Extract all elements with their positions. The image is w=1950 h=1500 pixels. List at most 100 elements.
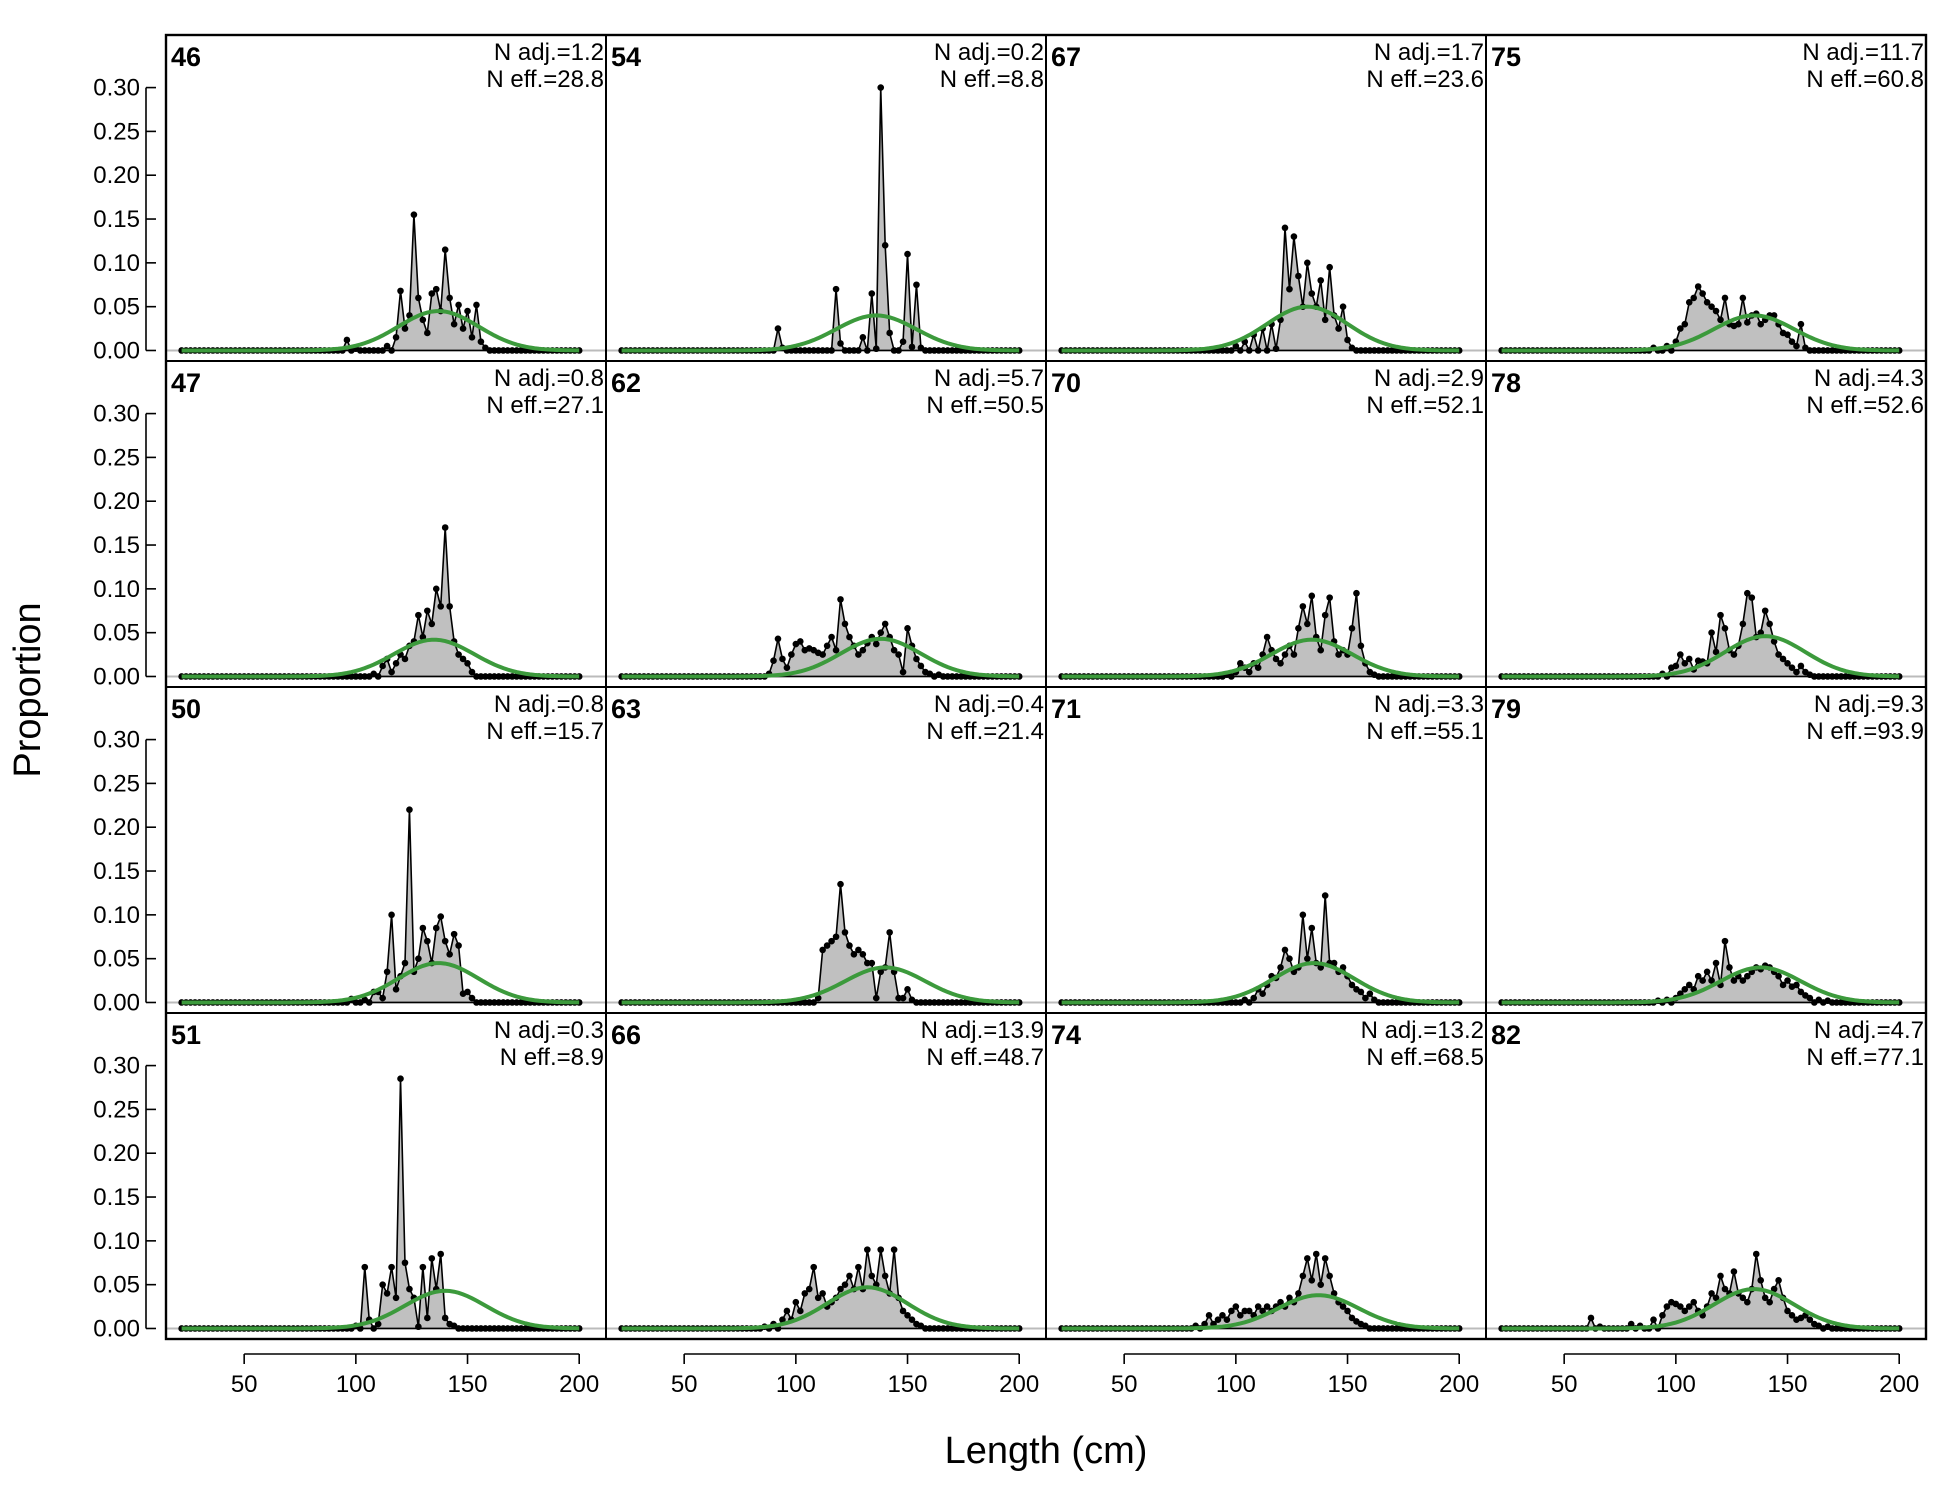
observed-point [895,347,902,354]
y-axis-title: Proportion [7,602,49,777]
observed-point [1232,342,1240,350]
observed-point [446,294,453,302]
observed-point [1744,1298,1751,1306]
observed-point [441,937,449,945]
observed-point [401,325,409,332]
observed-point [792,1298,800,1306]
observed-point [886,929,893,936]
observed-point [446,603,453,610]
observed-point [1681,660,1689,667]
observed-point [468,334,476,341]
panel-75: 75 N adj.=11.7N eff.=60.8 [1485,34,1927,362]
observed-point [1748,594,1756,601]
observed-point [1739,1294,1747,1302]
observed-point [1295,1290,1302,1297]
expected-line [1061,304,1460,353]
observed-point [1281,946,1289,954]
observed-point [437,913,445,920]
expected-line [1061,1293,1460,1331]
observed-point [1237,1312,1244,1319]
observed-point [428,620,436,628]
observed-point [1263,633,1271,641]
y-tick-label: 0.05 [93,294,140,321]
y-tick-label: 0.20 [93,488,140,515]
observed-point [374,1320,382,1328]
observed-point [770,657,777,665]
expected-line [621,965,1020,1005]
observed-point [1308,592,1316,600]
observed-point [814,994,822,1002]
observed-point [365,999,373,1006]
observed-point [1703,298,1711,306]
y-tick-label: 0.15 [93,858,140,885]
y-tick-label: 0.05 [93,1272,140,1299]
observed-point [388,668,395,676]
expected-line [181,637,580,679]
grid-frame [164,33,1928,1341]
observed-point [904,986,911,993]
observed-point [468,994,476,1002]
observed-point [823,942,831,949]
observed-point [1263,1303,1271,1310]
observed-point [406,1285,413,1293]
observed-point [837,880,844,888]
observed-point [1681,320,1689,328]
n-eff-label: N eff.=68.5 [1366,1044,1484,1071]
n-adj-label: N adj.=0.8 [494,691,604,718]
observed-point [1690,1298,1698,1306]
observed-point [864,347,871,354]
observed-point [379,347,386,354]
observed-point [477,338,485,346]
n-adj-label: N adj.=1.7 [1374,39,1484,66]
observed-point [1730,977,1738,984]
observed-point [1717,611,1724,619]
observed-point [1277,964,1284,971]
observed-point [1277,660,1284,667]
observed-point [1744,319,1751,326]
observed-point [1677,651,1684,658]
y-tick-label: 0.10 [93,576,140,603]
observed-point [1726,964,1733,971]
observed-point [1721,624,1729,632]
observed-point [1708,629,1715,636]
y-tick-label: 0.05 [93,946,140,973]
x-tick-label: 100 [336,1371,376,1398]
n-eff-label: N eff.=50.5 [926,392,1044,419]
observed-point [415,955,422,962]
observed-point [1259,990,1266,998]
observed-point [1272,345,1280,353]
panel-51: 51 N adj.=0.3N eff.=8.9 [165,1012,607,1340]
observed-point [864,1246,871,1253]
panel-title: 66 [611,1020,641,1050]
y-tick-label: 0.30 [93,727,140,754]
observed-point [432,924,440,932]
observed-point [1699,290,1706,297]
observed-point [841,1281,849,1288]
observed-point [1708,977,1715,984]
observed-area [1501,941,1900,1004]
observed-point [419,924,427,932]
observed-point [1326,594,1333,601]
observed-point [361,1263,369,1271]
y-tick-label: 0.15 [93,532,140,559]
observed-point [450,930,458,938]
observed-point [1304,259,1311,267]
observed-point [828,347,835,354]
observed-point [899,994,907,1002]
observed-point [379,662,386,670]
observed-point [1730,1268,1738,1275]
n-eff-label: N eff.=60.8 [1806,66,1924,93]
observed-point [872,640,880,648]
observed-point [464,307,471,315]
n-adj-label: N adj.=13.9 [921,1017,1044,1044]
observed-point [1739,977,1747,984]
observed-point [1290,651,1298,658]
n-eff-label: N eff.=48.7 [926,1044,1044,1071]
panel-title: 63 [611,694,641,724]
observed-point [415,294,422,302]
n-adj-label: N adj.=11.7 [1802,39,1924,66]
panel-title: 47 [171,368,201,398]
observed-point [379,994,386,1002]
observed-point [1797,662,1805,670]
